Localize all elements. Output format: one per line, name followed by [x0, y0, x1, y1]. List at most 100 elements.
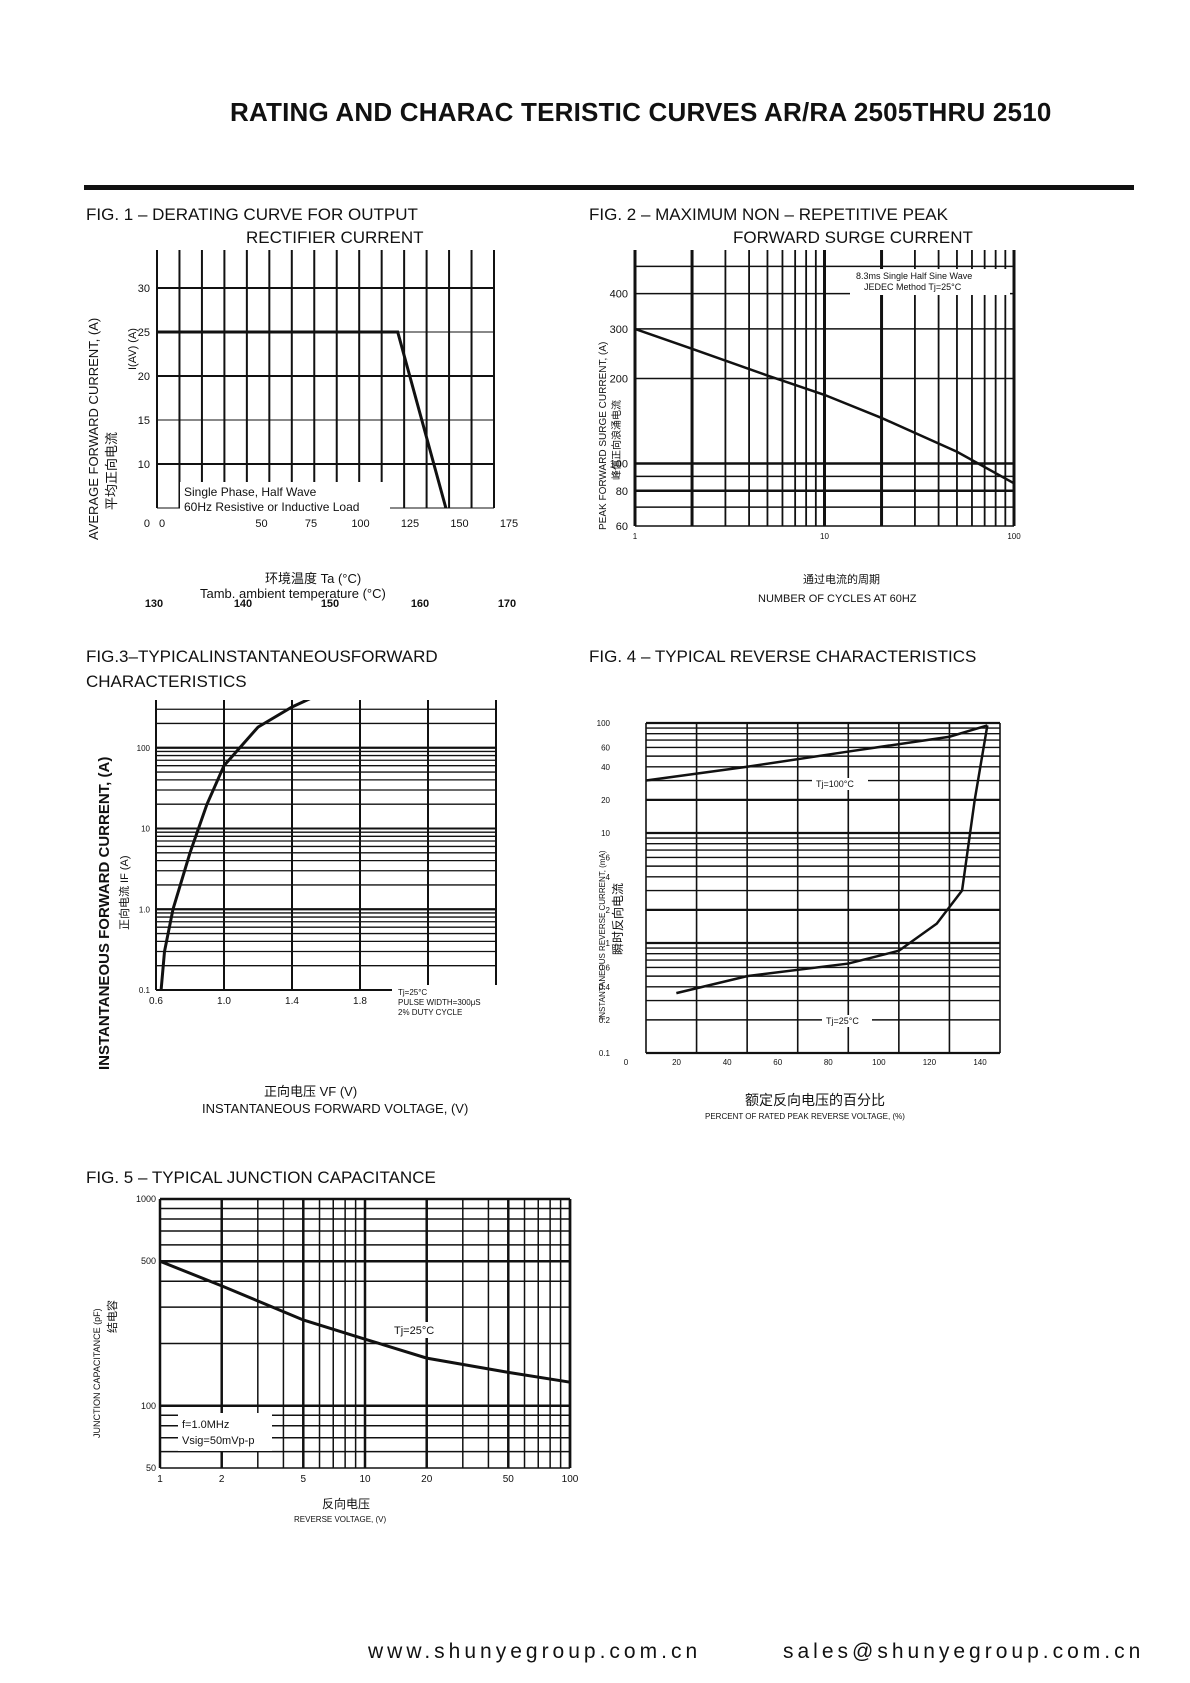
fig3-legend-line1: Tj=25°C [398, 988, 427, 997]
fig1-xtick-label: 175 [500, 518, 518, 530]
fig5-legend-box [178, 1413, 272, 1451]
fig4-ytick-label: 0.2 [599, 1016, 611, 1025]
fig4-ytick-label: 20 [601, 796, 610, 805]
fig1-ytick-label: 0 [144, 518, 150, 530]
fig4-ytick-label: 6 [606, 853, 611, 862]
fig5-ylabel: JUNCTION CAPACITANCE (pF) [92, 1308, 102, 1438]
fig5-label-tj-bg [390, 1322, 450, 1338]
fig5-xticks: 1 2 5 10 20 50 100 [157, 1474, 579, 1485]
fig4-ytick-label: 60 [601, 743, 610, 752]
fig3-xtick-label: 1.4 [285, 996, 299, 1007]
fig1-title-line1: FIG. 1 – DERATING CURVE FOR OUTPUT [86, 205, 418, 224]
fig5-ytick-label: 1000 [136, 1194, 156, 1204]
fig1-xlabel-cn: 环境温度 Ta (°C) [265, 571, 361, 586]
fig5-xtick-label: 2 [219, 1474, 225, 1485]
fig4-ytick-label: 100 [597, 719, 611, 728]
fig2-xtick-label: 10 [820, 532, 829, 541]
fig2-ylabel-cn: 峰值正向浪涌电流 [610, 400, 623, 480]
fig4-xlabel: PERCENT OF RATED PEAK REVERSE VOLTAGE, (… [705, 1112, 905, 1121]
fig5-xtick-label: 20 [421, 1474, 433, 1485]
fig3-legend-box [392, 985, 506, 1019]
fig4-label-cold: Tj=25°C [826, 1016, 859, 1026]
fig5-title: FIG. 5 – TYPICAL JUNCTION CAPACITANCE [86, 1168, 436, 1187]
fig1-xtick-label: 100 [351, 518, 369, 530]
fig1-legend-line1: Single Phase, Half Wave [184, 485, 317, 499]
fig1-ytick-label: 25 [138, 327, 150, 339]
fig4-yticks: 0.1 0.2 0.4 0.6 1 2 4 6 10 20 40 60 100 [597, 719, 611, 1058]
fig2-ytick-label: 60 [616, 521, 628, 533]
fig3-yticks: 0.11.0101001000 [137, 744, 151, 995]
fig1-yticks: 0 10 15 20 25 30 35 [138, 250, 150, 530]
fig4-title: FIG. 4 – TYPICAL REVERSE CHARACTERISTICS [589, 647, 977, 666]
fig5-chart: 50 100 500 1000 1 2 5 10 20 50 100 Tj=25°C f=1.0M… [92, 1194, 579, 1524]
fig1-extra-tick-label: 150 [321, 598, 339, 610]
fig1-extra-tick-label: 160 [411, 598, 429, 610]
fig1-extra-tick-label: 140 [234, 598, 252, 610]
fig3-legend-line2: PULSE WIDTH=300μS [398, 998, 481, 1007]
fig1-xlabel: Tamb. ambient temperature (°C) [200, 586, 386, 601]
fig3-xlabel: INSTANTANEOUS FORWARD VOLTAGE, (V) [202, 1101, 468, 1116]
fig3-ytick-label: 1.0 [139, 905, 151, 914]
fig1-xtick-label: 150 [450, 518, 468, 530]
fig5-xtick-label: 50 [503, 1474, 515, 1485]
fig3-xlabel-cn: 正向电压 VF (V) [264, 1084, 357, 1099]
fig2-ytick-label: 100 [610, 458, 628, 470]
fig4-label-hot-bg [812, 778, 868, 790]
fig4-xtick-label: 20 [672, 1058, 681, 1067]
fig2-ytick-label: 600 [610, 250, 628, 251]
fig1-xtick-label: 75 [305, 518, 317, 530]
fig4-ytick-label: 4 [606, 873, 611, 882]
fig5-xlabel-cn: 反向电压 [322, 1496, 370, 1511]
fig5-legend-line1: f=1.0MHz [182, 1419, 229, 1431]
fig1-title-line2: RECTIFIER CURRENT [246, 228, 424, 247]
fig3-chart: 0.11.0101001000 0.61.01.41.82.22.6 Tj=25… [96, 700, 506, 1116]
fig5-yticks: 50 100 500 1000 [136, 1194, 156, 1473]
fig5-legend-line2: Vsig=50mVp-p [182, 1435, 254, 1447]
fig1-ytick-label: 35 [138, 250, 150, 251]
fig4-xlabel-cn: 额定反向电压的百分比 [745, 1092, 885, 1108]
fig1-extra-tick-label: 170 [498, 598, 516, 610]
fig3-xtick-label: 1.0 [217, 996, 231, 1007]
fig4-ytick-label: 40 [601, 763, 610, 772]
footer-email[interactable]: sales@shunyegroup.com.cn [783, 1640, 1145, 1663]
fig5-xtick-label: 1 [157, 1474, 163, 1485]
fig2-xlabel: NUMBER OF CYCLES AT 60HZ [758, 593, 917, 605]
fig3-xtick-label: 1.8 [353, 996, 367, 1007]
fig1-xtick-label: 125 [401, 518, 419, 530]
fig5-xtick-label: 10 [359, 1474, 371, 1485]
fig5-xtick-label: 5 [301, 1474, 307, 1485]
fig2-title-line1: FIG. 2 – MAXIMUM NON – REPETITIVE PEAK [589, 205, 948, 224]
fig1-ytick-label: 20 [138, 371, 150, 383]
fig4-label-hot: Tj=100°C [816, 779, 854, 789]
fig4-chart: 0.1 0.2 0.4 0.6 1 2 4 6 10 20 40 60 100 0 20 40 60 80 100… [597, 719, 1001, 1121]
fig2-surge-line [634, 327, 1015, 485]
fig1-extra-ticks: 130 140 150 160 170 [145, 598, 516, 610]
fig3-ylabel-cn: 正向电流 IF (A) [117, 855, 131, 930]
fig4-ytick-label: 0.1 [599, 1049, 611, 1058]
fig4-xtick-label: 0 [624, 1058, 629, 1067]
fig1-xticks: 0 50 75 100 125 150 175 [159, 518, 518, 530]
fig2-ytick-label: 400 [610, 289, 628, 301]
fig2-xticks: 1 10 100 [633, 532, 1021, 541]
fig3-legend-line3: 2% DUTY CYCLE [398, 1008, 462, 1017]
fig1-legend-box [180, 482, 390, 516]
fig1-ylabel: AVERAGE FORWARD CURRENT, (A) [86, 318, 101, 540]
fig5-ytick-label: 100 [141, 1401, 156, 1411]
fig3-title-line2: CHARACTERISTICS [86, 672, 247, 691]
fig4-grid [645, 721, 1001, 1055]
fig2-chart: 60 80 100 200 300 400 600 1 10 100 8.3ms Single … [598, 250, 1021, 605]
fig5-ytick-label: 500 [141, 1256, 156, 1266]
fig2-ytick-label: 300 [610, 324, 628, 336]
fig3-forward-curve [159, 700, 311, 991]
fig1-extra-tick-label: 130 [145, 598, 163, 610]
fig1-chart: 0 10 15 20 25 30 35 0 50 75 100 125 150 175 AVERAGE … [86, 250, 518, 610]
fig4-xticks: 0 20 40 60 80 100 120 140 [624, 1058, 987, 1067]
fig4-ytick-label: 0.6 [599, 963, 611, 972]
fig1-ylabel-cn: 平均正向电流 [104, 432, 119, 510]
fig2-xtick-label: 1 [633, 532, 638, 541]
fig1-ytick-label: 15 [138, 415, 150, 427]
fig2-xlabel-cn: 通过电流的周期 [803, 572, 880, 586]
fig1-ytick-label: 30 [138, 283, 150, 295]
footer-website[interactable]: www.shunyegroup.com.cn [368, 1640, 702, 1663]
fig3-ylabel: INSTANTANEOUS FORWARD CURRENT, (A) [96, 757, 113, 1070]
